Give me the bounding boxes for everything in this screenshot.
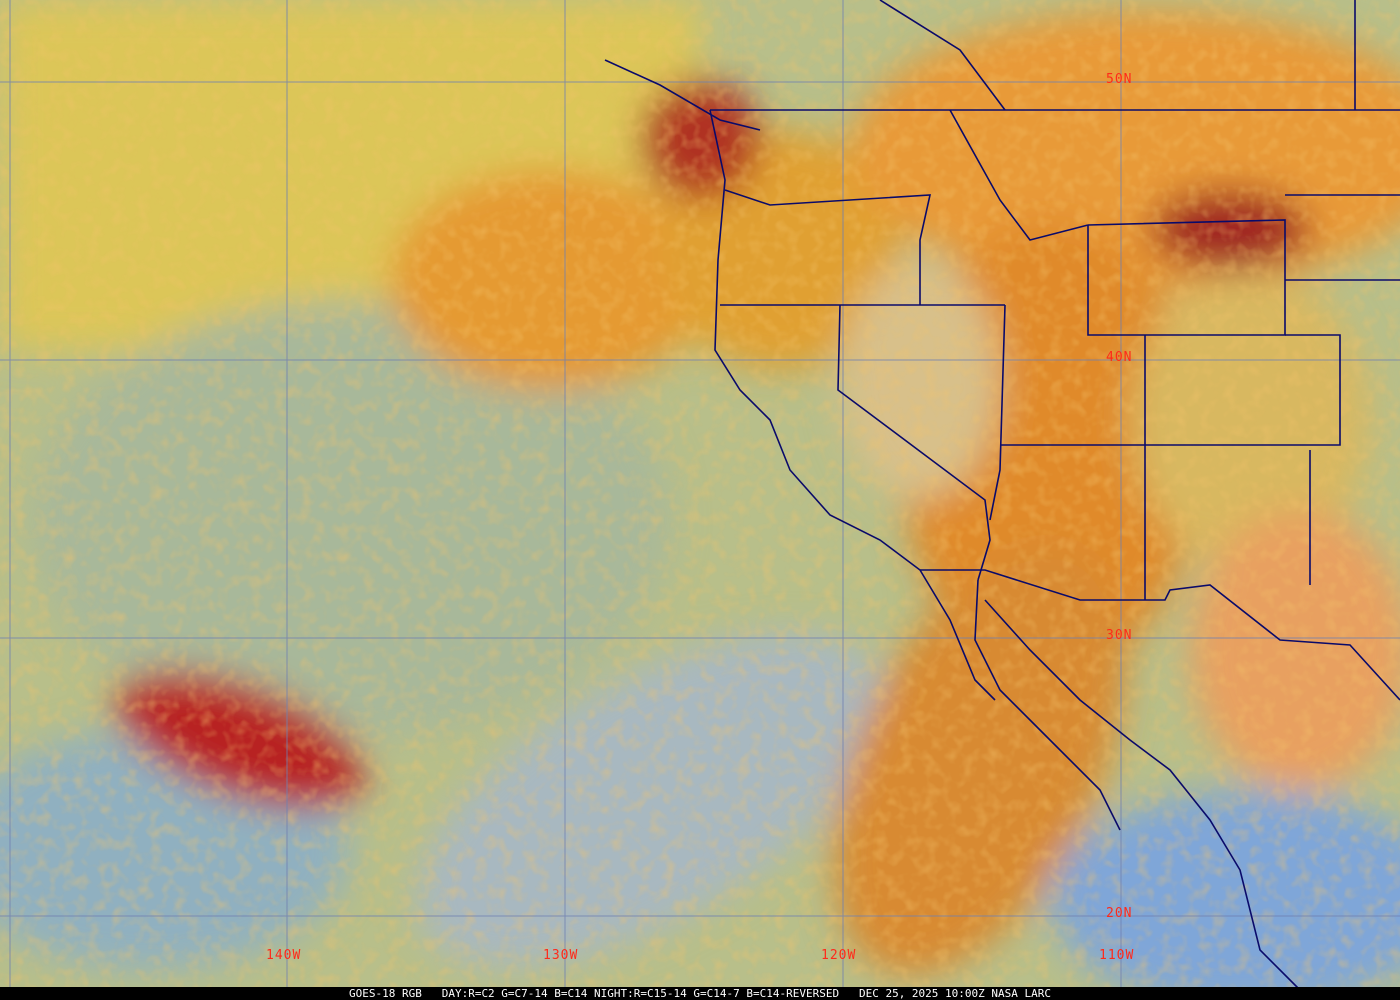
lat-label-30n: 30N	[1106, 628, 1133, 643]
lat-label-40n: 40N	[1106, 350, 1133, 365]
lat-label-50n: 50N	[1106, 72, 1133, 87]
image-caption: GOES-18 RGB DAY:R=C2 G=C7-14 B=C14 NIGHT…	[0, 987, 1400, 1000]
caption-satellite: GOES-18 RGB	[348, 987, 422, 1000]
caption-night-recipe: NIGHT:R=C15-14 G=C14-7 B=C14-REVERSED	[594, 987, 840, 1000]
caption-timestamp: DEC 25, 2025 10:00Z	[858, 987, 985, 1000]
lon-label-140w: 140W	[266, 948, 302, 963]
lat-label-20n: 20N	[1106, 906, 1133, 921]
lon-label-130w: 130W	[543, 948, 579, 963]
caption-day-recipe: DAY:R=C2 G=C7-14 B=C14	[441, 987, 588, 1000]
lon-label-110w: 110W	[1099, 948, 1135, 963]
caption-source: NASA LARC	[991, 987, 1052, 1000]
lon-label-120w: 120W	[821, 948, 857, 963]
political-boundaries	[604, 0, 1400, 991]
